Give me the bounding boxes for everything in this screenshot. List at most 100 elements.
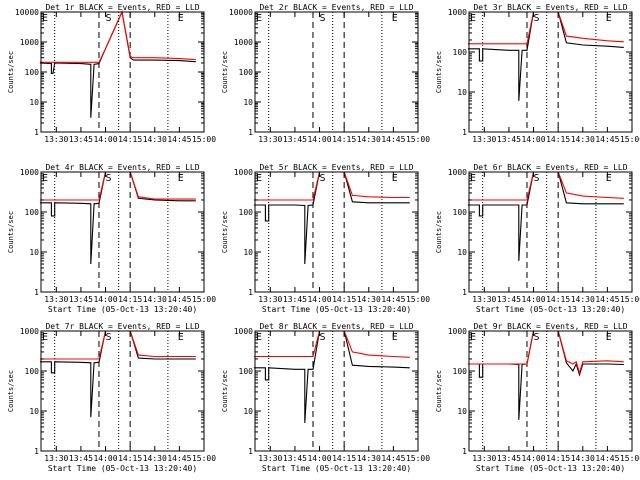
segment-marker-label: S xyxy=(534,173,540,184)
y-tick-label: 10 xyxy=(457,407,467,416)
segment-marker-label: E xyxy=(470,173,476,184)
x-tick-label: 13:30 xyxy=(258,295,282,304)
y-tick-label: 100 xyxy=(453,367,468,376)
y-tick-label: 1 xyxy=(34,128,39,137)
segment-marker-label: E xyxy=(42,13,48,24)
events-series-line xyxy=(467,330,624,420)
x-tick-label: 14:15 xyxy=(118,454,142,463)
x-tick-label: 13:30 xyxy=(44,135,68,144)
x-tick-label: 15:00 xyxy=(406,295,430,304)
x-tick-label: 15:00 xyxy=(192,454,216,463)
x-tick-label: 14:15 xyxy=(332,454,356,463)
plot-frame xyxy=(40,171,205,293)
segment-marker-label: S xyxy=(320,332,326,343)
lld-series-line xyxy=(39,171,196,201)
x-axis-label: Start Time (05-Oct-13 13:20:40) xyxy=(476,305,625,314)
segment-marker-label: E xyxy=(42,332,48,343)
x-tick-label: 14:45 xyxy=(595,135,619,144)
x-tick-label: 14:00 xyxy=(521,454,545,463)
segment-marker-label: E xyxy=(178,332,184,343)
y-tick-label: 10000 xyxy=(229,8,253,17)
x-tick-label: 14:30 xyxy=(571,454,595,463)
x-tick-label: 14:15 xyxy=(546,454,570,463)
panel-title: Det 3r BLACK = Events, RED = LLD xyxy=(473,3,627,12)
x-tick-label: 14:00 xyxy=(307,295,331,304)
x-tick-label: 14:00 xyxy=(307,135,331,144)
events-series-line xyxy=(39,330,196,418)
y-tick-label: 100 xyxy=(239,208,254,217)
y-tick-label: 1000 xyxy=(20,38,39,47)
segment-marker-label: E xyxy=(256,332,262,343)
x-tick-label: 13:30 xyxy=(258,454,282,463)
x-tick-label: 13:45 xyxy=(497,295,521,304)
x-tick-label: 14:45 xyxy=(167,295,191,304)
y-tick-label: 1000 xyxy=(20,168,39,177)
segment-marker-label: S xyxy=(320,13,326,24)
y-axis-label: Counts/sec xyxy=(435,51,443,93)
plot-frame xyxy=(254,330,419,452)
y-tick-label: 10000 xyxy=(15,8,39,17)
y-axis-label: Counts/sec xyxy=(221,211,229,253)
x-tick-label: 13:30 xyxy=(44,454,68,463)
x-tick-label: 14:30 xyxy=(571,135,595,144)
segment-marker-label: S xyxy=(106,173,112,184)
x-tick-label: 14:45 xyxy=(595,295,619,304)
lld-series-line xyxy=(39,330,196,360)
panel-title: Det 6r BLACK = Events, RED = LLD xyxy=(473,163,627,172)
events-series-line xyxy=(253,171,410,265)
x-tick-label: 13:45 xyxy=(69,454,93,463)
x-tick-label: 14:30 xyxy=(571,295,595,304)
x-tick-label: 14:45 xyxy=(167,135,191,144)
segment-marker-label: E xyxy=(392,332,398,343)
y-tick-label: 10 xyxy=(29,407,39,416)
x-tick-label: 13:45 xyxy=(497,454,521,463)
plot-frame xyxy=(40,330,205,452)
events-series-line xyxy=(467,11,624,101)
x-tick-label: 14:15 xyxy=(546,135,570,144)
plot-frame xyxy=(468,171,633,293)
lld-series-line xyxy=(467,330,624,375)
segment-marker-label: E xyxy=(606,332,612,343)
panel-title: Det 5r BLACK = Events, RED = LLD xyxy=(259,163,413,172)
segment-marker-label: S xyxy=(320,173,326,184)
panel-title: Det 4r BLACK = Events, RED = LLD xyxy=(45,163,199,172)
segment-marker-label: E xyxy=(470,332,476,343)
panel-det-1: Det 1r BLACK = Events, RED = LLD 1 10 100 10… xyxy=(7,3,216,144)
x-tick-label: 14:15 xyxy=(546,295,570,304)
y-tick-label: 10 xyxy=(243,98,253,107)
x-tick-label: 14:30 xyxy=(143,295,167,304)
y-tick-label: 10 xyxy=(457,88,467,97)
x-tick-label: 13:45 xyxy=(283,454,307,463)
y-tick-label: 1000 xyxy=(234,38,253,47)
panel-det-4: Det 4r BLACK = Events, RED = LLD 1 10 100 10… xyxy=(7,163,216,314)
y-tick-label: 1 xyxy=(462,447,467,456)
x-tick-label: 15:00 xyxy=(192,295,216,304)
y-tick-label: 100 xyxy=(25,208,40,217)
x-tick-label: 14:30 xyxy=(357,295,381,304)
panel-det-7: Det 7r BLACK = Events, RED = LLD 1 10 100 10… xyxy=(7,322,216,473)
y-tick-label: 10 xyxy=(243,248,253,257)
segment-marker-label: E xyxy=(606,173,612,184)
x-tick-label: 13:30 xyxy=(472,454,496,463)
y-tick-label: 100 xyxy=(453,208,468,217)
segment-marker-label: E xyxy=(42,173,48,184)
y-tick-label: 1 xyxy=(248,128,253,137)
x-tick-label: 14:45 xyxy=(595,454,619,463)
x-tick-label: 14:45 xyxy=(381,454,405,463)
x-axis-label: Start Time (05-Oct-13 13:20:40) xyxy=(48,305,197,314)
plot-frame xyxy=(40,11,205,133)
y-tick-label: 1000 xyxy=(20,327,39,336)
panel-det-5: Det 5r BLACK = Events, RED = LLD 1 10 100 10… xyxy=(221,163,430,314)
panel-title: Det 9r BLACK = Events, RED = LLD xyxy=(473,322,627,331)
plot-frame xyxy=(254,171,419,293)
x-tick-label: 14:45 xyxy=(381,135,405,144)
events-series-line xyxy=(467,171,624,261)
x-tick-label: 14:15 xyxy=(332,135,356,144)
x-tick-label: 15:00 xyxy=(620,295,640,304)
x-tick-label: 15:00 xyxy=(406,135,430,144)
panel-det-2: Det 2r BLACK = Events, RED = LLD 1 10 100 10… xyxy=(221,3,430,144)
x-tick-label: 15:00 xyxy=(192,135,216,144)
x-tick-label: 14:15 xyxy=(118,135,142,144)
y-tick-label: 10 xyxy=(29,248,39,257)
